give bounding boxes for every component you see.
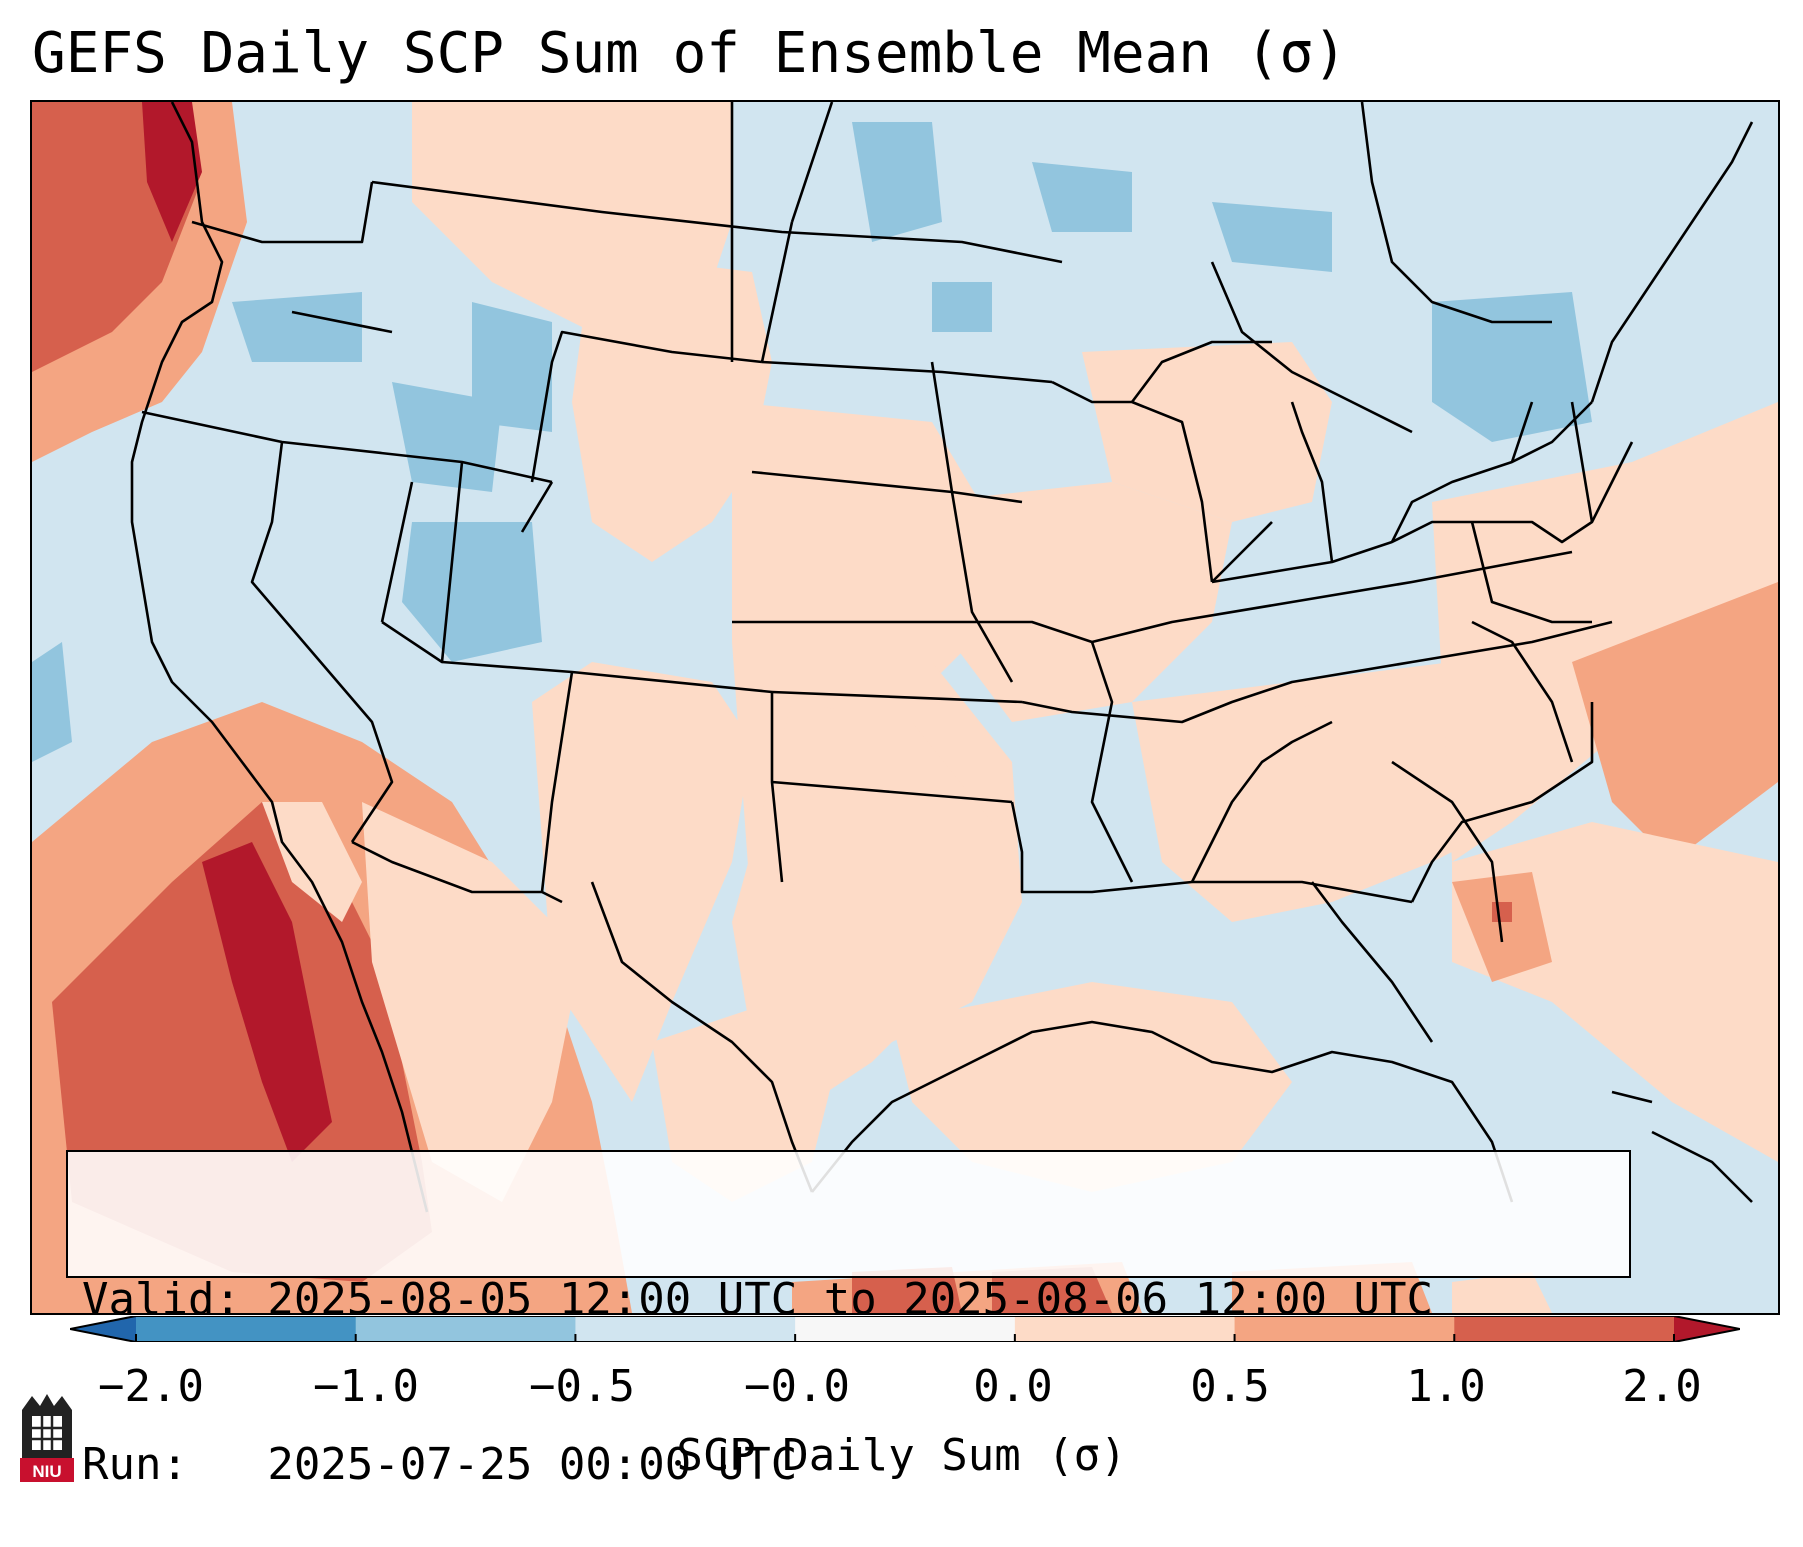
colorbar-bin <box>355 1316 576 1342</box>
colorbar-tick-label: −0.5 <box>529 1361 635 1412</box>
map-panel <box>30 100 1780 1315</box>
colorbar-bin <box>795 1316 1016 1342</box>
colorbar-tick-label: −1.0 <box>313 1361 419 1412</box>
niu-logo-icon: NIU <box>20 1394 74 1482</box>
state-and-country-borders <box>130 102 1754 1213</box>
negative-anomaly-regions <box>32 122 1592 762</box>
colorbar-bin <box>575 1316 796 1342</box>
validity-info-box: Valid: 2025-08-05 12:00 UTC to 2025-08-0… <box>66 1150 1631 1490</box>
colorbar-tick-label: −0.0 <box>744 1361 850 1412</box>
page-title: GEFS Daily SCP Sum of Ensemble Mean (σ) <box>32 21 1347 86</box>
colorbar-extend-high <box>1674 1316 1740 1342</box>
colorbar-tick-label: −2.0 <box>98 1361 204 1412</box>
colorbar-bin <box>1454 1316 1675 1342</box>
colorbar-bin <box>1014 1316 1236 1342</box>
colorbar-bin <box>136 1316 357 1342</box>
svg-text:NIU: NIU <box>32 1462 61 1481</box>
colorbar-label: SCP Daily Sum (σ) <box>676 1430 1127 1481</box>
colorbar-tick-label: 1.0 <box>1406 1361 1486 1412</box>
colorbar-tick-label: 2.0 <box>1622 1361 1702 1412</box>
colorbar <box>70 1316 1740 1342</box>
map-canvas <box>32 102 1778 1313</box>
colorbar-bin <box>1234 1316 1455 1342</box>
colorbar-extend-low <box>70 1316 136 1342</box>
colorbar-tick-label: 0.5 <box>1190 1361 1270 1412</box>
run-time-text: Run: 2025-07-25 00:00 UTC <box>82 1439 798 1490</box>
colorbar-tick-label: 0.0 <box>973 1361 1053 1412</box>
